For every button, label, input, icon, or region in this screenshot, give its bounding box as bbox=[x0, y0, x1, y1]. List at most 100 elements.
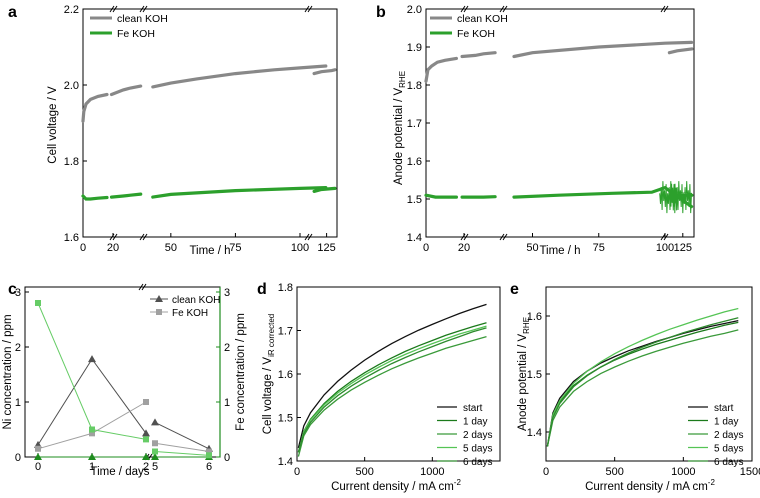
y-tick-label: 1.8 bbox=[407, 80, 422, 92]
data-marker bbox=[151, 453, 159, 460]
y-tick-label: 1.4 bbox=[407, 232, 422, 244]
x-tick-label: 1000 bbox=[671, 466, 695, 478]
series-line bbox=[312, 68, 337, 76]
x-tick-label: 5 bbox=[152, 461, 158, 473]
legend-label: clean KOH bbox=[117, 13, 168, 25]
x-axis-label: Current density / mA cm-2 bbox=[585, 478, 715, 493]
series-line bbox=[546, 329, 739, 447]
axis-break bbox=[112, 5, 118, 13]
data-marker bbox=[35, 445, 41, 452]
y-tick-label: 1.4 bbox=[527, 427, 542, 439]
data-marker bbox=[151, 418, 159, 426]
series-line bbox=[460, 51, 497, 59]
data-marker bbox=[206, 448, 212, 455]
y-tick-label: 1 bbox=[15, 397, 21, 409]
x-tick-label: 500 bbox=[355, 466, 373, 478]
y-tick-label: 1.6 bbox=[407, 156, 422, 168]
axis-break bbox=[660, 5, 666, 13]
legend-marker bbox=[156, 309, 162, 315]
y-tick-label: 1.8 bbox=[64, 156, 79, 168]
x-tick-label: 125 bbox=[674, 242, 692, 254]
series-line bbox=[154, 421, 210, 450]
axis-break bbox=[112, 233, 118, 241]
x-tick-label: 0 bbox=[423, 242, 429, 254]
series-line bbox=[424, 193, 458, 199]
panel-letter: a bbox=[8, 4, 17, 21]
series-line bbox=[109, 84, 143, 97]
axis-break bbox=[463, 5, 469, 13]
series-line bbox=[151, 64, 328, 89]
legend-label: Fe KOH bbox=[457, 28, 495, 40]
axis-break bbox=[109, 233, 115, 241]
y2-tick-label: 3 bbox=[224, 287, 230, 299]
legend-marker bbox=[155, 295, 163, 302]
axis-break bbox=[499, 233, 505, 241]
legend-label: 2 days bbox=[714, 430, 743, 441]
series-line bbox=[512, 40, 694, 59]
series-line bbox=[546, 317, 739, 447]
y-tick-label: 1.7 bbox=[407, 118, 422, 130]
y-axis-label: Anode potential / VRHE bbox=[393, 71, 407, 185]
legend-label: start bbox=[463, 403, 483, 414]
y-tick-label: 1.5 bbox=[527, 369, 542, 381]
y-axis-label: Anode potential / VRHE bbox=[517, 317, 531, 431]
x-tick-label: 100 bbox=[656, 242, 674, 254]
x-axis-label: Time / days bbox=[90, 466, 149, 478]
x-tick-label: 50 bbox=[165, 242, 177, 254]
axis-break bbox=[502, 233, 508, 241]
axis-break bbox=[139, 233, 145, 241]
data-marker bbox=[142, 429, 150, 437]
axis-break bbox=[460, 5, 466, 13]
series-line bbox=[297, 327, 487, 453]
x-axis-label: Time / h bbox=[539, 245, 580, 257]
series-line bbox=[546, 321, 739, 447]
series-line bbox=[297, 335, 487, 457]
y-tick-label: 1.8 bbox=[278, 282, 293, 294]
data-marker bbox=[143, 436, 149, 443]
legend-label: 6 days bbox=[714, 457, 743, 468]
axis-break bbox=[142, 233, 148, 241]
data-marker bbox=[142, 453, 150, 460]
legend-label: clean KOH bbox=[457, 13, 508, 25]
axis-break bbox=[463, 233, 469, 241]
y-axis-label: Ni concentration / ppm bbox=[2, 314, 14, 429]
x-tick-label: 1500 bbox=[740, 466, 760, 478]
series-line bbox=[154, 451, 210, 456]
axis-break bbox=[307, 5, 313, 13]
x-tick-label: 20 bbox=[107, 242, 119, 254]
panel-letter: b bbox=[376, 4, 386, 21]
x-tick-label: 2 bbox=[143, 461, 149, 473]
axis-break bbox=[307, 233, 313, 241]
series-noise bbox=[659, 181, 693, 214]
x-tick-label: 0 bbox=[35, 461, 41, 473]
series-line bbox=[546, 319, 739, 447]
x-axis-label: Time / h bbox=[189, 245, 230, 257]
data-marker bbox=[89, 430, 95, 437]
y-tick-label: 2.2 bbox=[64, 4, 79, 16]
axis-break bbox=[499, 5, 505, 13]
axis-break bbox=[660, 233, 666, 241]
data-marker bbox=[88, 355, 96, 363]
y-tick-label: 1.6 bbox=[527, 311, 542, 323]
legend-label: 1 day bbox=[463, 417, 487, 428]
series-line bbox=[81, 92, 109, 123]
axis-break bbox=[139, 5, 145, 13]
series-line bbox=[424, 56, 458, 83]
axis-break bbox=[304, 233, 310, 241]
y-axis-label: Cell voltage / V bbox=[47, 86, 59, 164]
legend-label: 6 days bbox=[463, 457, 492, 468]
x-tick-label: 6 bbox=[206, 461, 212, 473]
axis-break bbox=[142, 5, 148, 13]
x-tick-label: 75 bbox=[229, 242, 241, 254]
y-tick-label: 2 bbox=[15, 342, 21, 354]
legend-label: 5 days bbox=[714, 444, 743, 455]
y-tick-label: 1.5 bbox=[407, 194, 422, 206]
x-tick-label: 125 bbox=[317, 242, 335, 254]
panel-letter: d bbox=[257, 281, 267, 298]
legend-label: Fe KOH bbox=[117, 28, 155, 40]
y2-tick-label: 1 bbox=[224, 397, 230, 409]
y-tick-label: 1.7 bbox=[278, 326, 293, 338]
y-tick-label: 1.6 bbox=[278, 369, 293, 381]
x-tick-label: 20 bbox=[458, 242, 470, 254]
